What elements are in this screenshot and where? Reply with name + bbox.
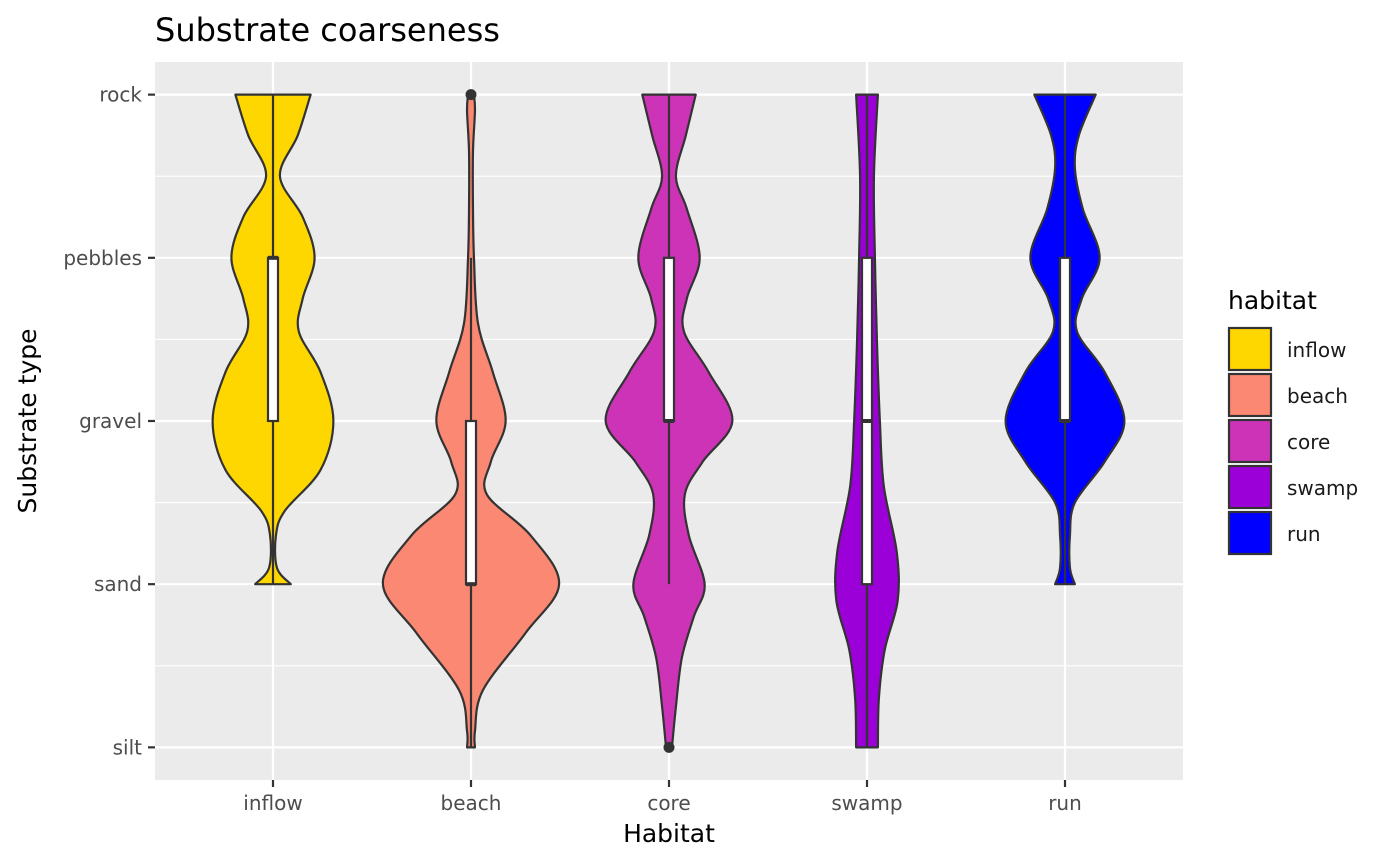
legend-item-run: run <box>1227 510 1321 556</box>
box-beach <box>464 419 478 586</box>
outlier-beach <box>465 89 477 101</box>
y-tick-label: pebbles <box>63 246 142 270</box>
x-tick-label: inflow <box>243 791 302 815</box>
legend-title: habitat <box>1228 286 1317 315</box>
legend-item-core: core <box>1227 418 1330 464</box>
legend-label: core <box>1287 430 1330 454</box>
legend-item-inflow: inflow <box>1227 326 1346 372</box>
legend-swatch <box>1227 510 1273 556</box>
legend-item-swamp: swamp <box>1227 464 1358 510</box>
y-tick-label: sand <box>94 572 142 596</box>
legend-swatch <box>1227 372 1273 418</box>
violin-swamp <box>834 93 900 749</box>
y-axis: silt sand gravel pebbles rock <box>63 83 155 759</box>
y-axis-title: Substrate type <box>13 329 42 514</box>
x-tick-label: swamp <box>831 791 902 815</box>
legend-swatch <box>1227 418 1273 464</box>
x-tick-label: beach <box>441 791 502 815</box>
legend-label: beach <box>1287 384 1348 408</box>
legend-swatch <box>1227 326 1273 372</box>
x-tick-label: run <box>1048 791 1082 815</box>
legend: habitat inflow beach core swamp run <box>1227 286 1358 556</box>
violin-beach <box>381 89 561 749</box>
legend-swatch <box>1227 464 1273 510</box>
chart-title: Substrate coarseness <box>155 11 500 49</box>
outlier-core <box>663 741 675 753</box>
box-core <box>662 256 676 423</box>
violin-run <box>1004 93 1126 586</box>
x-axis-title: Habitat <box>623 819 715 848</box>
legend-entries: inflow beach core swamp run <box>1227 326 1358 556</box>
legend-label: run <box>1287 522 1321 546</box>
y-tick-label: silt <box>113 735 143 759</box>
box-inflow <box>266 256 280 423</box>
legend-label: inflow <box>1287 338 1346 362</box>
legend-item-beach: beach <box>1227 372 1348 418</box>
x-axis: inflow beach core swamp run <box>243 780 1082 815</box>
violin-core <box>604 93 734 753</box>
legend-label: swamp <box>1287 476 1358 500</box>
violin-inflow <box>211 93 335 586</box>
box-run <box>1058 256 1072 423</box>
y-tick-label: gravel <box>79 409 142 433</box>
y-tick-label: rock <box>99 83 142 107</box>
violins <box>211 89 1126 753</box>
x-tick-label: core <box>647 791 690 815</box>
